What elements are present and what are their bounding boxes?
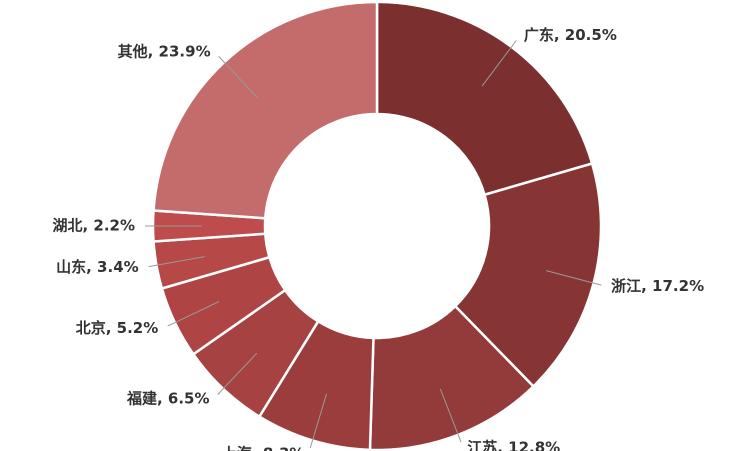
data-label: 北京, 5.2% bbox=[76, 319, 159, 337]
data-label: 福建, 6.5% bbox=[126, 389, 210, 407]
leader-line bbox=[218, 56, 258, 99]
leader-line bbox=[439, 388, 462, 443]
slice: 其他 bbox=[152, 0, 379, 220]
leader-line bbox=[148, 256, 205, 268]
leader-line bbox=[217, 352, 258, 395]
data-label: 山东, 3.4% bbox=[56, 258, 139, 276]
leader-line bbox=[309, 393, 328, 449]
slice: 浙江 bbox=[453, 161, 603, 389]
data-label: 上海, 8.3% bbox=[222, 444, 305, 451]
data-label: 浙江, 17.2% bbox=[611, 277, 704, 295]
leader-line bbox=[167, 301, 220, 327]
data-label: 湖北, 2.2% bbox=[52, 217, 135, 235]
data-label: 其他, 23.9% bbox=[118, 42, 211, 60]
leader-line bbox=[481, 40, 517, 87]
leader-line bbox=[546, 270, 602, 286]
data-label: 江苏, 12.8% bbox=[467, 438, 560, 451]
data-label: 广东, 20.5% bbox=[524, 26, 617, 44]
slice: 广东 bbox=[375, 0, 594, 197]
